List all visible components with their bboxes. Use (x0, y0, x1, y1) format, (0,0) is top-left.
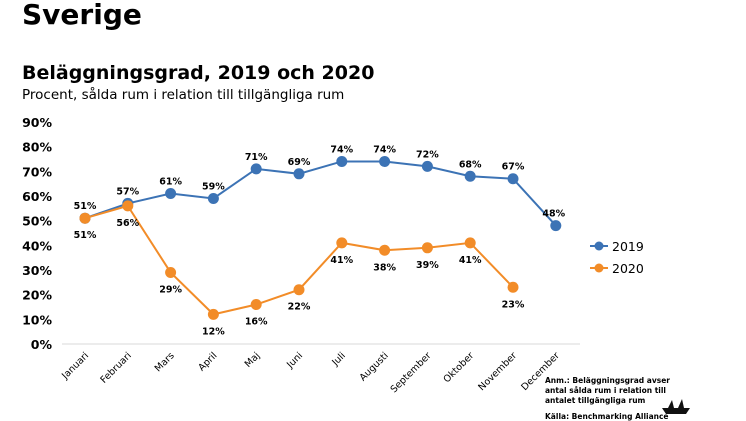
series-line-2020 (84, 204, 514, 316)
data-point-2020 (165, 266, 177, 278)
data-label-2019: 72% (416, 149, 439, 160)
data-label-2020: 22% (288, 302, 311, 313)
legend-marker (594, 241, 604, 251)
data-label-2019: 57% (116, 186, 139, 197)
y-tick-label: 20% (22, 288, 52, 303)
data-label-2020: 29% (159, 284, 182, 295)
data-point-2020 (507, 281, 519, 293)
data-point-2020 (464, 237, 476, 249)
page-title: Sverige (22, 0, 142, 31)
x-tick-label: Mars (153, 350, 177, 374)
data-label-2019: 67% (502, 162, 525, 173)
x-tick-label: April (196, 350, 219, 373)
chart-title: Beläggningsgrad, 2019 och 2020 (22, 62, 375, 84)
data-point-2019 (165, 188, 177, 200)
x-tick-label: November (476, 350, 519, 393)
chart-subtitle: Procent, sålda rum i relation till tillg… (22, 87, 345, 103)
data-label-2019: 69% (288, 157, 311, 168)
x-tick-label: Juli (329, 350, 347, 368)
data-label-2020: 12% (202, 326, 225, 337)
data-label-2019: 59% (202, 181, 225, 192)
y-tick-label: 10% (22, 312, 52, 327)
legend-label: 2020 (612, 261, 644, 276)
y-tick-label: 40% (22, 238, 52, 253)
data-point-2020 (122, 200, 134, 212)
data-point-2019 (550, 220, 562, 232)
y-tick-label: 90% (22, 115, 52, 130)
data-label-2019: 61% (159, 177, 182, 188)
data-label-2020: 41% (330, 255, 353, 266)
data-point-2020 (379, 244, 391, 256)
x-tick-label: Juni (284, 350, 305, 371)
x-tick-label: Maj (243, 350, 263, 370)
data-point-2019 (293, 168, 305, 180)
data-label-2020: 41% (459, 255, 482, 266)
data-label-2019: 68% (459, 159, 482, 170)
x-tick-label: Augusti (358, 350, 391, 383)
data-point-2019 (464, 170, 476, 182)
series-line-2019 (84, 160, 557, 227)
data-label-2019: 48% (542, 209, 565, 220)
data-label-2019: 51% (74, 201, 97, 212)
data-label-2020: 23% (502, 299, 525, 310)
y-tick-label: 70% (22, 164, 52, 179)
y-tick-label: 30% (22, 263, 52, 278)
data-point-2019 (379, 155, 391, 167)
data-point-2020 (250, 299, 262, 311)
data-label-2020: 16% (245, 317, 268, 328)
y-tick-label: 60% (22, 189, 52, 204)
x-tick-label: Oktober (441, 350, 476, 385)
data-point-2019 (336, 155, 348, 167)
logo-icon (662, 399, 690, 414)
data-point-2019 (421, 160, 433, 172)
data-label-2020: 51% (74, 230, 97, 241)
x-tick-label: September (389, 350, 434, 395)
data-point-2020 (207, 308, 219, 320)
y-tick-label: 0% (31, 337, 53, 352)
data-label-2019: 74% (330, 144, 353, 155)
data-label-2019: 74% (373, 144, 396, 155)
chart-note: Anm.: Beläggningsgrad avser antal sålda … (545, 376, 670, 405)
x-tick-label: Februari (98, 350, 133, 385)
data-point-2020 (336, 237, 348, 249)
data-point-2020 (293, 284, 305, 296)
legend-marker (594, 263, 604, 273)
data-label-2020: 56% (116, 218, 139, 229)
y-tick-label: 50% (22, 214, 52, 229)
data-point-2019 (250, 163, 262, 175)
x-tick-label: Januari (59, 350, 91, 382)
y-tick-label: 80% (22, 140, 52, 155)
data-label-2019: 71% (245, 152, 268, 163)
legend-label: 2019 (612, 239, 644, 254)
data-point-2020 (421, 242, 433, 254)
data-point-2019 (507, 173, 519, 185)
data-label-2020: 39% (416, 260, 439, 271)
data-label-2020: 38% (373, 262, 396, 273)
data-point-2020 (79, 212, 91, 224)
data-point-2019 (207, 192, 219, 204)
chart-source: Källa: Benchmarking Alliance (545, 412, 669, 421)
